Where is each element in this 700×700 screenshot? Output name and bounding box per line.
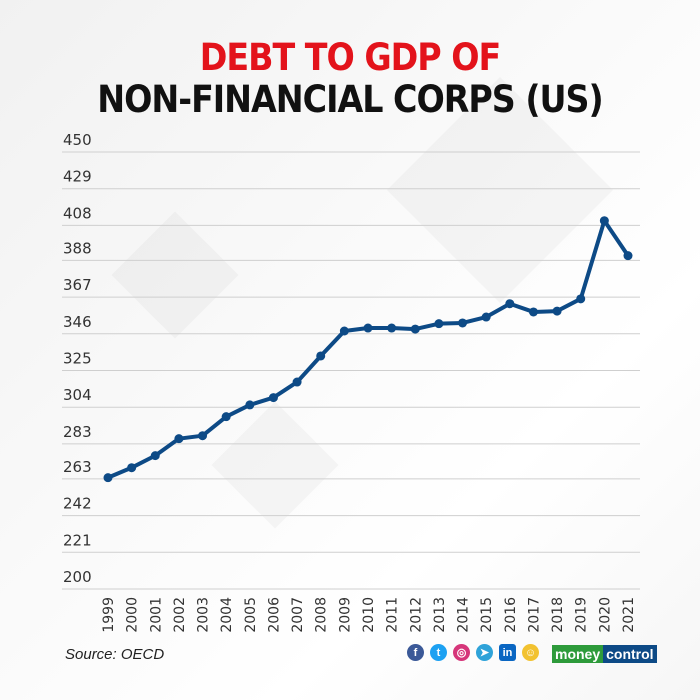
facebook-icon[interactable]: f (407, 644, 424, 661)
data-point (552, 306, 562, 316)
data-point (245, 400, 255, 410)
y-tick-label: 263 (63, 458, 92, 476)
data-point (198, 431, 208, 441)
y-tick-label: 304 (63, 386, 92, 404)
telegram-icon[interactable]: ➤ (476, 644, 493, 661)
y-tick-label: 408 (63, 204, 92, 222)
data-point (292, 377, 302, 387)
x-tick-label: 2015 (479, 597, 495, 633)
social-icons: f t ◎ ➤ in ☺ (407, 644, 539, 661)
x-tick-label: 2018 (550, 597, 566, 633)
y-tick-label: 200 (63, 568, 92, 586)
y-tick-label: 283 (63, 423, 92, 441)
x-tick-label: 2020 (597, 597, 613, 633)
data-point (458, 318, 468, 328)
x-tick-label: 2006 (266, 597, 282, 633)
x-tick-label: 2000 (125, 597, 141, 633)
data-point (387, 323, 397, 333)
title-line2: NON-FINANCIAL CORPS (US) (97, 78, 604, 121)
x-tick-label: 2002 (172, 597, 188, 633)
twitter-icon[interactable]: t (430, 644, 447, 661)
x-tick-label: 2011 (385, 597, 401, 633)
x-tick-label: 2016 (503, 597, 519, 633)
x-tick-label: 2019 (574, 597, 590, 633)
x-tick-label: 2012 (408, 597, 424, 633)
x-tick-label: 2014 (456, 597, 472, 633)
y-tick-label: 388 (63, 239, 92, 257)
data-point (363, 323, 373, 333)
linkedin-icon[interactable]: in (499, 644, 516, 661)
x-tick-label: 2021 (621, 597, 637, 633)
data-point (599, 216, 609, 226)
logo-part2: control (603, 645, 657, 663)
x-tick-label: 2009 (337, 597, 353, 633)
data-point (434, 319, 444, 329)
data-point (174, 434, 184, 444)
title-line1: DEBT TO GDP OF (199, 36, 502, 79)
x-tick-label: 2017 (526, 597, 542, 633)
snapchat-icon[interactable]: ☺ (522, 644, 539, 661)
data-point (268, 393, 278, 403)
y-tick-label: 429 (63, 168, 92, 186)
data-point (150, 451, 160, 461)
x-tick-label: 2001 (148, 597, 164, 633)
data-point (127, 463, 137, 473)
y-tick-label: 325 (63, 350, 92, 368)
y-tick-label: 242 (63, 495, 92, 513)
source-note: Source: OECD (65, 646, 165, 663)
data-point (103, 473, 113, 483)
data-point (528, 307, 538, 317)
x-tick-label: 2010 (361, 597, 377, 633)
data-point (221, 412, 231, 422)
y-tick-label: 221 (63, 531, 92, 549)
y-tick-label: 450 (63, 131, 92, 149)
data-point (410, 324, 420, 334)
data-point (505, 299, 515, 309)
data-point (481, 312, 491, 322)
x-tick-label: 2003 (196, 597, 212, 633)
logo-part1: money (552, 645, 604, 663)
x-tick-label: 2005 (243, 597, 259, 633)
x-tick-label: 2008 (314, 597, 330, 633)
instagram-icon[interactable]: ◎ (453, 644, 470, 661)
series-line (107, 218, 630, 480)
x-tick-label: 1999 (101, 597, 117, 633)
x-tick-label: 2004 (219, 597, 235, 633)
y-tick-label: 346 (63, 313, 92, 331)
x-tick-label: 2013 (432, 597, 448, 633)
data-point (623, 251, 633, 261)
y-tick-label: 367 (63, 276, 92, 294)
x-tick-label: 2007 (290, 597, 306, 633)
data-point (316, 351, 326, 361)
moneycontrol-logo: money control (552, 645, 657, 663)
data-point (339, 326, 349, 336)
data-point (576, 294, 586, 304)
